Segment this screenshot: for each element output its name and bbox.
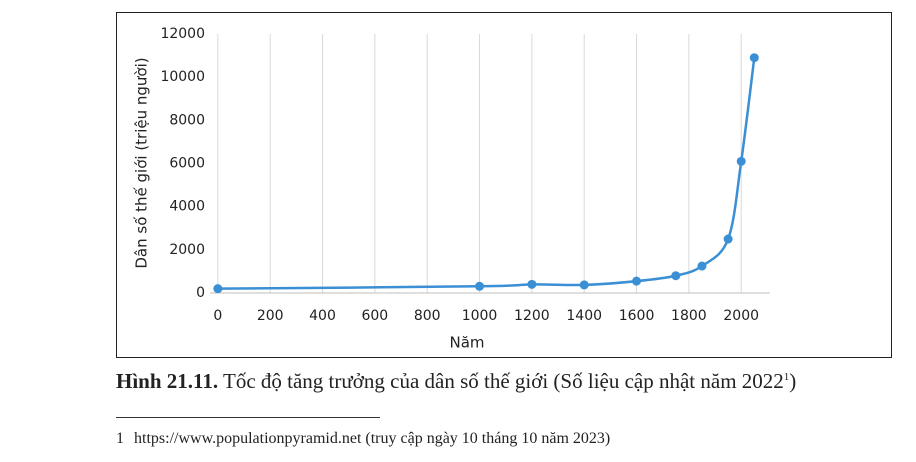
caption-label: Hình 21.11. xyxy=(116,369,219,393)
y-tick-label: 10000 xyxy=(160,69,205,85)
data-point xyxy=(671,271,681,281)
data-point xyxy=(632,276,642,286)
x-tick-label: 400 xyxy=(309,308,336,324)
data-point xyxy=(736,156,746,166)
x-tick-label: 0 xyxy=(213,308,222,324)
data-point xyxy=(527,279,537,289)
data-point xyxy=(697,261,707,271)
caption-close: ) xyxy=(789,369,797,393)
data-point xyxy=(213,284,223,294)
x-tick-label: 1200 xyxy=(514,308,550,324)
x-tick-label: 2000 xyxy=(723,308,759,324)
footnote-text: https://www.populationpyramid.net (truy … xyxy=(134,430,611,447)
caption: Hình 21.11. Tốc độ tăng trưởng của dân s… xyxy=(116,369,796,394)
footnote-number: 1 xyxy=(116,430,124,447)
y-tick-label: 2000 xyxy=(169,242,205,258)
x-tick-label: 1600 xyxy=(619,308,655,324)
x-tick-label: 1000 xyxy=(462,308,498,324)
y-tick-label: 12000 xyxy=(160,26,205,42)
data-line xyxy=(217,57,756,290)
chart-frame xyxy=(116,12,892,358)
x-tick-label: 800 xyxy=(414,308,441,324)
chart: Dân số thế giới (triệu người) Năm 0 200 40… xyxy=(116,12,892,358)
y-tick-label: 4000 xyxy=(169,199,205,215)
y-axis-title: Dân số thế giới (triệu người) xyxy=(133,57,151,268)
caption-ref: 1 xyxy=(783,371,790,383)
footnote: 1 https://www.populationpyramid.net (truy… xyxy=(116,430,610,448)
x-tick-label: 1400 xyxy=(566,308,602,324)
data-point xyxy=(749,53,759,63)
data-point xyxy=(723,234,733,244)
x-tick-label: 200 xyxy=(257,308,284,324)
y-tick-label: 8000 xyxy=(169,112,205,128)
y-tick-label: 0 xyxy=(196,285,205,301)
data-point xyxy=(475,281,485,291)
x-tick-label: 600 xyxy=(361,308,388,324)
footnote-rule xyxy=(116,417,380,418)
x-tick-label: 1800 xyxy=(671,308,707,324)
caption-text: Tốc độ tăng trưởng của dân số thế giới (… xyxy=(223,369,784,393)
x-axis-title: Năm xyxy=(449,334,484,352)
data-point xyxy=(579,280,589,290)
y-tick-label: 6000 xyxy=(169,156,205,172)
